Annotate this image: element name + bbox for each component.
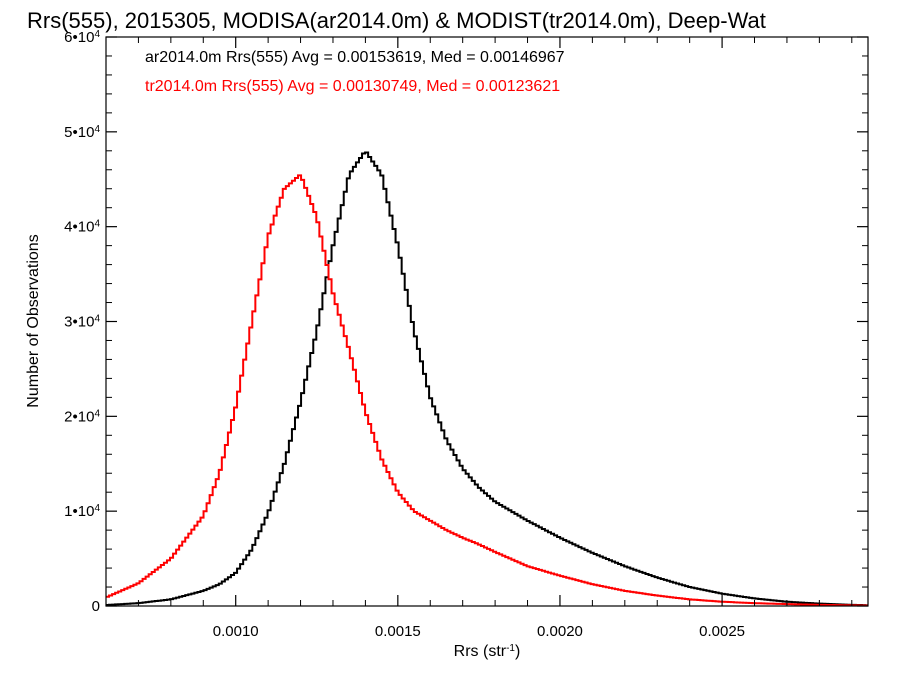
y-tick-label: 4•104: [64, 218, 100, 236]
x-tick-label: 0.0020: [537, 623, 583, 640]
series-line-1: [106, 174, 868, 607]
legend-annotation-tr2014: tr2014.0m Rrs(555) Avg = 0.00130749, Med…: [145, 78, 560, 95]
x-tick-label: 0.0015: [375, 623, 421, 640]
y-tick-label: 1•104: [64, 503, 100, 521]
x-tick-label: 0.0025: [699, 623, 745, 640]
plot-frame: [105, 36, 869, 607]
y-tick-label: 5•104: [64, 123, 100, 141]
y-tick-label: 6•104: [64, 29, 100, 47]
y-axis-label: Number of Observations: [25, 234, 42, 407]
series-line-0: [106, 151, 868, 607]
legend-annotation-ar2014: ar2014.0m Rrs(555) Avg = 0.00153619, Med…: [145, 49, 565, 66]
x-axis-label-sup: -1: [506, 643, 515, 654]
x-axis-label: Rrs (str-1): [454, 643, 521, 661]
series-layer: [106, 151, 868, 607]
y-tick-label: 0: [92, 598, 100, 615]
tick-layer: 0.0010 0.0015 0.0020 0.0025 0 1•104 2•104 3•104…: [64, 29, 868, 640]
chart-title: Rrs(555), 2015305, MODISA(ar2014.0m) & M…: [27, 8, 766, 33]
y-tick-label: 2•104: [64, 408, 100, 426]
x-tick-label: 0.0010: [213, 623, 259, 640]
x-axis-label-main: Rrs (str: [454, 643, 507, 660]
y-tick-label: 3•104: [64, 313, 100, 331]
plot-area: 0.0010 0.0015 0.0020 0.0025 0 1•104 2•104 3•104…: [64, 29, 869, 640]
x-axis-label-suffix: ): [515, 643, 520, 660]
